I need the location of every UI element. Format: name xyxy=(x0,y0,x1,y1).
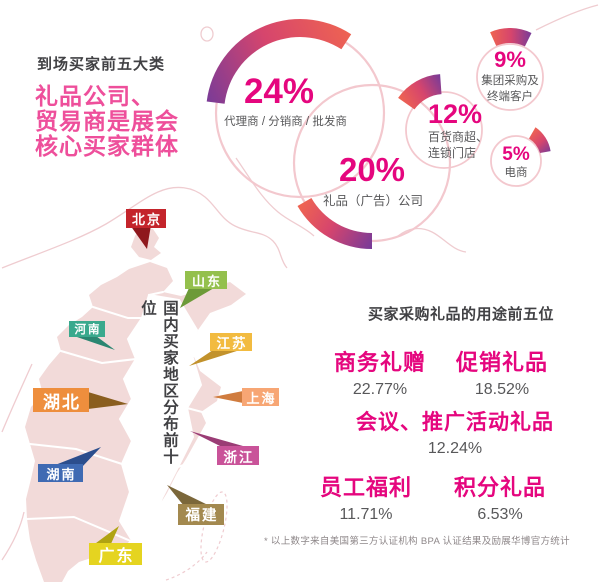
pin-label: 山东 xyxy=(191,273,222,289)
donut-9-group: 9% 集团采购及 终端客户 xyxy=(452,47,568,105)
map-central-corridor xyxy=(118,293,203,544)
pin-label: 湖北 xyxy=(43,392,81,412)
donut-5-percent: 5% xyxy=(502,144,530,165)
pin-tail-guangdong xyxy=(92,526,119,546)
donut-24-label: 代理商 / 分销商 / 批发商 xyxy=(224,116,347,128)
donut-9-percent: 9% xyxy=(494,47,526,72)
purpose-name: 促销礼品 xyxy=(455,350,548,375)
pin-tail-jiangsu xyxy=(189,350,240,366)
pin-tail-hunan xyxy=(50,447,101,467)
map-pin-hunan: 湖南 xyxy=(38,464,83,482)
purpose-name: 员工福利 xyxy=(319,475,412,500)
donut-12-arc xyxy=(398,74,442,110)
donut-24-arc xyxy=(206,19,352,104)
pin-tail-zhejiang xyxy=(190,431,250,448)
map-pin-beijing: 北京 xyxy=(126,209,166,228)
pin-tail-fujian xyxy=(167,485,210,506)
donut-9-arc xyxy=(490,28,532,47)
purpose-item: 员工福利 11.71% xyxy=(276,470,456,524)
donut-9-ring xyxy=(476,43,544,111)
donut-5-label: 电商 xyxy=(504,167,528,179)
donut-24-percent: 24% xyxy=(243,72,315,111)
map-pin-guangdong: 广东 xyxy=(89,543,142,565)
donut-5-group: 5% 电商 xyxy=(471,144,561,180)
pin-label: 福建 xyxy=(185,508,219,524)
purposes-title: 买家采购礼品的用途前五位 xyxy=(368,306,555,323)
donut-5-ring xyxy=(490,135,542,187)
donut-12-label: 百货商超、 连锁门店 xyxy=(428,130,489,160)
donut-9-label: 集团采购及 终端客户 xyxy=(481,75,539,103)
pin-label: 广东 xyxy=(98,548,135,565)
purpose-item: 会议、推广活动礼品 12.24% xyxy=(345,406,565,458)
donut-charts xyxy=(206,19,551,249)
map-pin-fujian: 福建 xyxy=(178,504,224,525)
pin-tail-hubei xyxy=(88,392,128,409)
donut-12-group: 12% 百货商超、 连锁门店 xyxy=(428,100,518,161)
donut-12-percent: 12% xyxy=(428,99,483,129)
map-pin-jiangsu: 江苏 xyxy=(210,333,252,351)
purpose-value: 22.77% xyxy=(352,381,408,398)
purpose-item: 商务礼赠 22.77% xyxy=(290,345,470,399)
map-pin-zhejiang: 浙江 xyxy=(217,446,259,465)
donut-12-ring xyxy=(405,91,483,169)
purpose-name: 商务礼赠 xyxy=(333,350,426,375)
pin-label: 湖南 xyxy=(46,466,77,482)
taiwan-outline xyxy=(200,491,228,563)
pin-label: 上海 xyxy=(246,390,277,406)
pin-tail-shanghai xyxy=(213,391,243,403)
purpose-item: 促销礼品 18.52% xyxy=(412,345,592,399)
footnote: * 以上数字来自美国第三方认证机构 BPA 认证结果及励展华博官方统计 xyxy=(264,536,570,547)
map-pin-tails xyxy=(50,225,250,546)
purpose-value: 6.53% xyxy=(477,506,523,523)
purpose-name: 会议、推广活动礼品 xyxy=(356,411,554,434)
purpose-value: 18.52% xyxy=(474,381,530,398)
china-map xyxy=(25,227,246,582)
pin-tail-beijing xyxy=(130,225,151,249)
section-title-buyer-categories: 到场买家前五大类 xyxy=(37,56,166,73)
pin-tail-shandong xyxy=(180,288,214,308)
pin-label: 北京 xyxy=(131,212,162,227)
donut-5-arc xyxy=(529,127,551,153)
faint-outline-decoration xyxy=(1,4,599,581)
headline-core-buyers: 礼品公司、 贸易商是展会 核心买家群体 xyxy=(35,83,179,159)
map-pin-henan: 河南 xyxy=(69,321,105,337)
map-title: 国内买家地区分布前十位 xyxy=(139,300,178,465)
pin-label: 河南 xyxy=(74,324,102,336)
map-pin-shanghai: 上海 xyxy=(242,388,279,406)
pin-tail-henan xyxy=(74,336,115,350)
map-pin-shandong: 山东 xyxy=(185,271,227,289)
pin-label: 江苏 xyxy=(216,336,248,351)
purpose-value: 12.24% xyxy=(427,440,483,457)
purpose-name: 积分礼品 xyxy=(453,475,546,500)
donut-20-label: 礼品（广告）公司 xyxy=(322,194,423,208)
donut-20-arc xyxy=(297,198,372,249)
map-pin-hubei: 湖北 xyxy=(33,388,89,412)
donut-20-percent: 20% xyxy=(338,151,406,188)
purpose-item: 积分礼品 6.53% xyxy=(410,470,590,524)
purpose-value: 11.71% xyxy=(339,506,393,523)
pin-label: 浙江 xyxy=(223,449,255,465)
